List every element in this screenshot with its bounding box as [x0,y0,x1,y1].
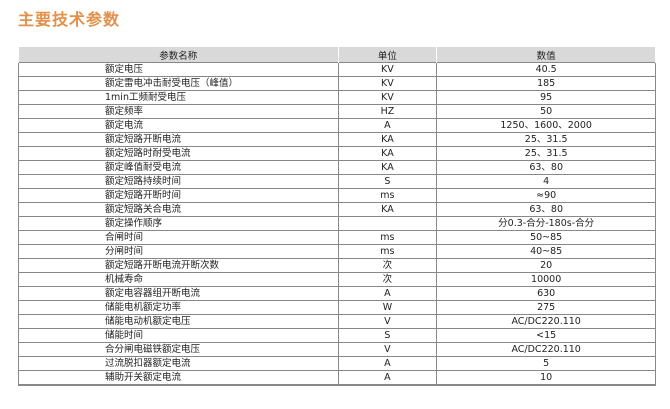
table-row: 储能电机额定功率 W 275 [18,300,656,315]
table-row: 额定短路开断电流 KA 25、31.5 [18,132,656,147]
table-row: 储能电动机额定电压 V AC/DC220.110 [18,314,656,329]
param-name-cell: 过流脱扣器额定电流 [18,356,339,371]
param-name-cell: 合闸时间 [18,230,339,245]
param-name-cell: 额定短路时耐受电流 [18,146,339,161]
value-cell: 50~85 [436,230,656,245]
param-name-cell: 额定频率 [18,104,339,119]
param-name-cell: 额定短路持续时间 [18,174,339,189]
value-cell: 25、31.5 [436,146,656,161]
value-cell: 25、31.5 [436,132,656,147]
table-row: 辅助开关额定电流 A 10 [18,370,656,386]
table-row: 1min工频耐受电压 KV 95 [18,90,656,105]
table-row: 过流脱扣器额定电流 A 5 [18,356,656,371]
value-cell: AC/DC220.110 [436,314,656,329]
unit-cell: KA [337,160,438,175]
table-row: 储能时间 S <15 [18,328,656,343]
unit-cell: A [337,356,438,371]
table-row: 额定电流 A 1250、1600、2000 [18,118,656,133]
param-name-cell: 1min工频耐受电压 [18,90,339,105]
unit-cell: ms [337,230,438,245]
table-row: 额定频率 HZ 50 [18,104,656,119]
value-cell: 275 [436,300,656,315]
unit-cell: KA [337,202,438,217]
param-name-cell: 额定雷电冲击耐受电压（峰值） [18,76,339,91]
param-name-cell: 储能电机额定功率 [18,300,339,315]
value-cell: 40.5 [436,62,656,77]
param-name-cell: 额定短路关合电流 [18,202,339,217]
spec-table: 参数名称 单位 数值 额定电压 KV 40.5 额定雷电冲击耐受电压（峰值） KV 185… [18,47,656,386]
unit-cell: 次 [337,272,438,287]
unit-cell: S [337,174,438,189]
value-cell: ≈90 [436,188,656,203]
param-name-cell: 额定电容器组开断电流 [18,286,339,301]
table-row: 额定短路持续时间 S 4 [18,174,656,189]
value-cell: 40~85 [436,244,656,259]
header-value: 数值 [436,47,656,63]
header-unit: 单位 [337,47,438,63]
value-cell: 63、80 [436,160,656,175]
unit-cell: A [337,286,438,301]
table-row: 额定操作顺序 分0.3-合分-180s-合分 [18,216,656,231]
unit-cell: S [337,328,438,343]
unit-cell: HZ [337,104,438,119]
table-row: 额定短路开断时间 ms ≈90 [18,188,656,203]
unit-cell: V [337,314,438,329]
value-cell: 95 [436,90,656,105]
param-name-cell: 储能电动机额定电压 [18,314,339,329]
unit-cell: KA [337,132,438,147]
table-row: 额定短路开断电流开断次数次 20 [18,258,656,273]
table-row: 额定电压 KV 40.5 [18,62,656,77]
unit-cell: W [337,300,438,315]
value-cell: 10 [436,370,656,386]
unit-cell: V [337,342,438,357]
param-name-cell: 额定短路开断时间 [18,188,339,203]
param-name-cell: 额定短路开断电流开断次数 [18,258,339,273]
header-param-name: 参数名称 [18,47,339,63]
table-row: 分闸时间 ms 40~85 [18,244,656,259]
table-row: 合闸时间 ms 50~85 [18,230,656,245]
param-name-cell: 合分闸电磁铁额定电压 [18,342,339,357]
value-cell: 10000 [436,272,656,287]
table-row: 额定短路关合电流 KA 63、80 [18,202,656,217]
unit-cell [337,216,438,231]
value-cell: 630 [436,286,656,301]
table-row: 额定雷电冲击耐受电压（峰值） KV 185 [18,76,656,91]
param-name-cell: 额定电压 [18,62,339,77]
unit-cell: A [337,118,438,133]
value-cell: 63、80 [436,202,656,217]
table-row: 额定短路时耐受电流 KA 25、31.5 [18,146,656,161]
param-name-cell: 额定电流 [18,118,339,133]
table-row: 合分闸电磁铁额定电压 V AC/DC220.110 [18,342,656,357]
unit-cell: ms [337,188,438,203]
value-cell: 分0.3-合分-180s-合分 [436,216,656,231]
param-name-cell: 机械寿命 [18,272,339,287]
page-title: 主要技术参数 [18,10,121,29]
value-cell: 1250、1600、2000 [436,118,656,133]
table-row: 额定电容器组开断电流 A 630 [18,286,656,301]
param-name-cell: 分闸时间 [18,244,339,259]
table-header-row: 参数名称 单位 数值 [18,47,656,63]
unit-cell: KV [337,62,438,77]
value-cell: <15 [436,328,656,343]
value-cell: 185 [436,76,656,91]
value-cell: 5 [436,356,656,371]
unit-cell: ms [337,244,438,259]
unit-cell: KA [337,146,438,161]
value-cell: 50 [436,104,656,119]
value-cell: AC/DC220.110 [436,342,656,357]
param-name-cell: 额定短路开断电流 [18,132,339,147]
param-name-cell: 额定峰值耐受电流 [18,160,339,175]
unit-cell: KV [337,76,438,91]
unit-cell: KV [337,90,438,105]
table-row: 机械寿命次 10000 [18,272,656,287]
table-row: 额定峰值耐受电流 KA 63、80 [18,160,656,175]
param-name-cell: 额定操作顺序 [18,216,339,231]
unit-cell: 次 [337,258,438,273]
unit-cell: A [337,370,438,386]
param-name-cell: 辅助开关额定电流 [18,370,339,386]
param-name-cell: 储能时间 [18,328,339,343]
value-cell: 20 [436,258,656,273]
value-cell: 4 [436,174,656,189]
